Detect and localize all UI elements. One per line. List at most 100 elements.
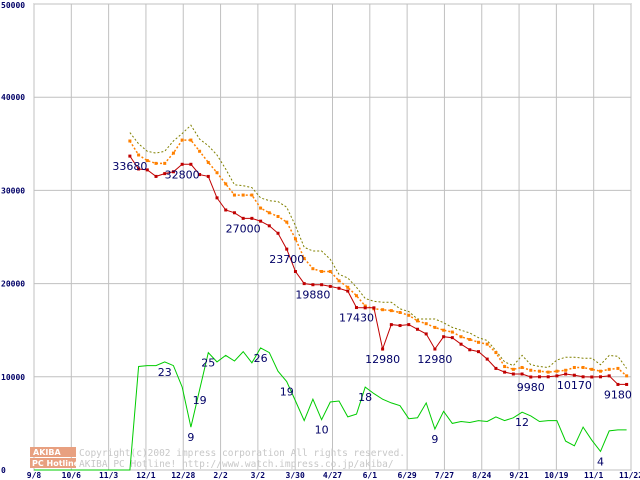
average-point (572, 365, 576, 369)
x-tick-label: 4/27 (323, 471, 342, 480)
minimum-point (424, 332, 428, 336)
average-point (128, 139, 132, 143)
average-point (485, 342, 489, 346)
minimum-point (285, 247, 289, 251)
data-label: 27000 (226, 222, 261, 235)
logo-badge-bottom (30, 458, 76, 468)
data-label: 25 (201, 357, 215, 370)
x-tick-label: 9/21 (509, 471, 528, 480)
average-point (494, 351, 498, 355)
minimum-point (537, 375, 541, 379)
average-point (259, 206, 263, 210)
x-tick-label: 11/22 (619, 471, 640, 480)
average-point (137, 153, 141, 157)
minimum-point (337, 286, 341, 290)
minimum-point (389, 323, 393, 327)
data-label: 10 (315, 424, 329, 437)
average-point (381, 308, 385, 312)
minimum-point (241, 216, 245, 220)
average-point (625, 374, 629, 378)
logo-badge-top (30, 447, 76, 457)
average-point (407, 313, 411, 317)
x-tick-label: 3/2 (251, 471, 266, 480)
average-point (476, 340, 480, 344)
data-label: 9980 (517, 381, 545, 394)
minimum-point (128, 154, 132, 158)
minimum-point (206, 174, 210, 178)
data-label: 33680 (112, 160, 147, 173)
data-label: 23700 (269, 253, 304, 266)
average-point (354, 294, 358, 298)
y-tick-label: 20000 (1, 280, 25, 289)
copyright-line-1: Copyright(c)2002 impress corporation All… (79, 448, 405, 459)
minimum-point (485, 357, 489, 361)
minimum-point (224, 208, 228, 212)
logo-text-bottom: PC Hotline! (32, 459, 83, 468)
watermark: AKIBA PC Hotline! Copyright(c)2002 impre… (30, 447, 405, 470)
average-point (189, 138, 193, 142)
data-label: 12980 (417, 353, 452, 366)
copyright-line-2: AKIBA PC Hotline! http://www.watch.impre… (79, 459, 394, 470)
series-layer (34, 124, 629, 471)
minimum-point (476, 350, 480, 354)
data-label: 19880 (295, 289, 330, 302)
minimum-point (302, 282, 306, 286)
minimum-point (581, 375, 585, 379)
average-point (450, 330, 454, 334)
series-line-minimum (129, 155, 627, 385)
minimum-point (529, 375, 533, 379)
average-point (616, 366, 620, 370)
average-point (415, 319, 419, 323)
minimum-point (215, 196, 219, 200)
average-point (285, 220, 289, 224)
average-point (398, 310, 402, 314)
minimum-point (607, 374, 611, 378)
average-point (555, 369, 559, 373)
series-line-average (129, 139, 628, 377)
grid-lines (33, 3, 632, 471)
average-point (424, 322, 428, 326)
x-tick-label: 10/6 (62, 471, 81, 480)
x-tick-label: 12/1 (136, 471, 155, 480)
x-tick-label: 7/27 (435, 471, 454, 480)
average-point (215, 171, 219, 175)
minimum-point (572, 373, 576, 377)
average-point (320, 269, 324, 273)
minimum-point (363, 306, 367, 310)
minimum-point (259, 219, 263, 223)
average-point (598, 369, 602, 373)
minimum-point (381, 347, 385, 351)
minimum-point (494, 366, 498, 370)
data-label: 9 (187, 431, 194, 444)
minimum-point (598, 375, 602, 379)
minimum-point (372, 306, 376, 310)
data-label: 12 (515, 416, 529, 429)
average-point (232, 193, 236, 197)
average-point (206, 160, 210, 164)
average-point (503, 365, 507, 369)
minimum-point (433, 347, 437, 351)
average-point (337, 279, 341, 283)
data-label: 9 (431, 433, 438, 446)
minimum-point (442, 335, 446, 339)
minimum-point (468, 348, 472, 352)
minimum-point (250, 216, 254, 220)
minimum-point (328, 284, 332, 288)
average-point (302, 256, 306, 260)
average-point (581, 365, 585, 369)
data-label: 19 (193, 394, 207, 407)
y-tick-label: 10000 (1, 373, 25, 382)
x-tick-label: 8/24 (472, 471, 491, 480)
average-point (442, 328, 446, 332)
minimum-point (415, 327, 419, 331)
minimum-point (171, 170, 175, 174)
average-point (198, 149, 202, 153)
data-label: 23 (158, 366, 172, 379)
minimum-point (267, 224, 271, 228)
minimum-point (180, 162, 184, 166)
minimum-point (276, 231, 280, 235)
average-point (537, 369, 541, 373)
x-tick-label: 6/1 (363, 471, 378, 480)
x-tick-label: 10/19 (544, 471, 568, 480)
data-label: 17430 (339, 312, 374, 325)
